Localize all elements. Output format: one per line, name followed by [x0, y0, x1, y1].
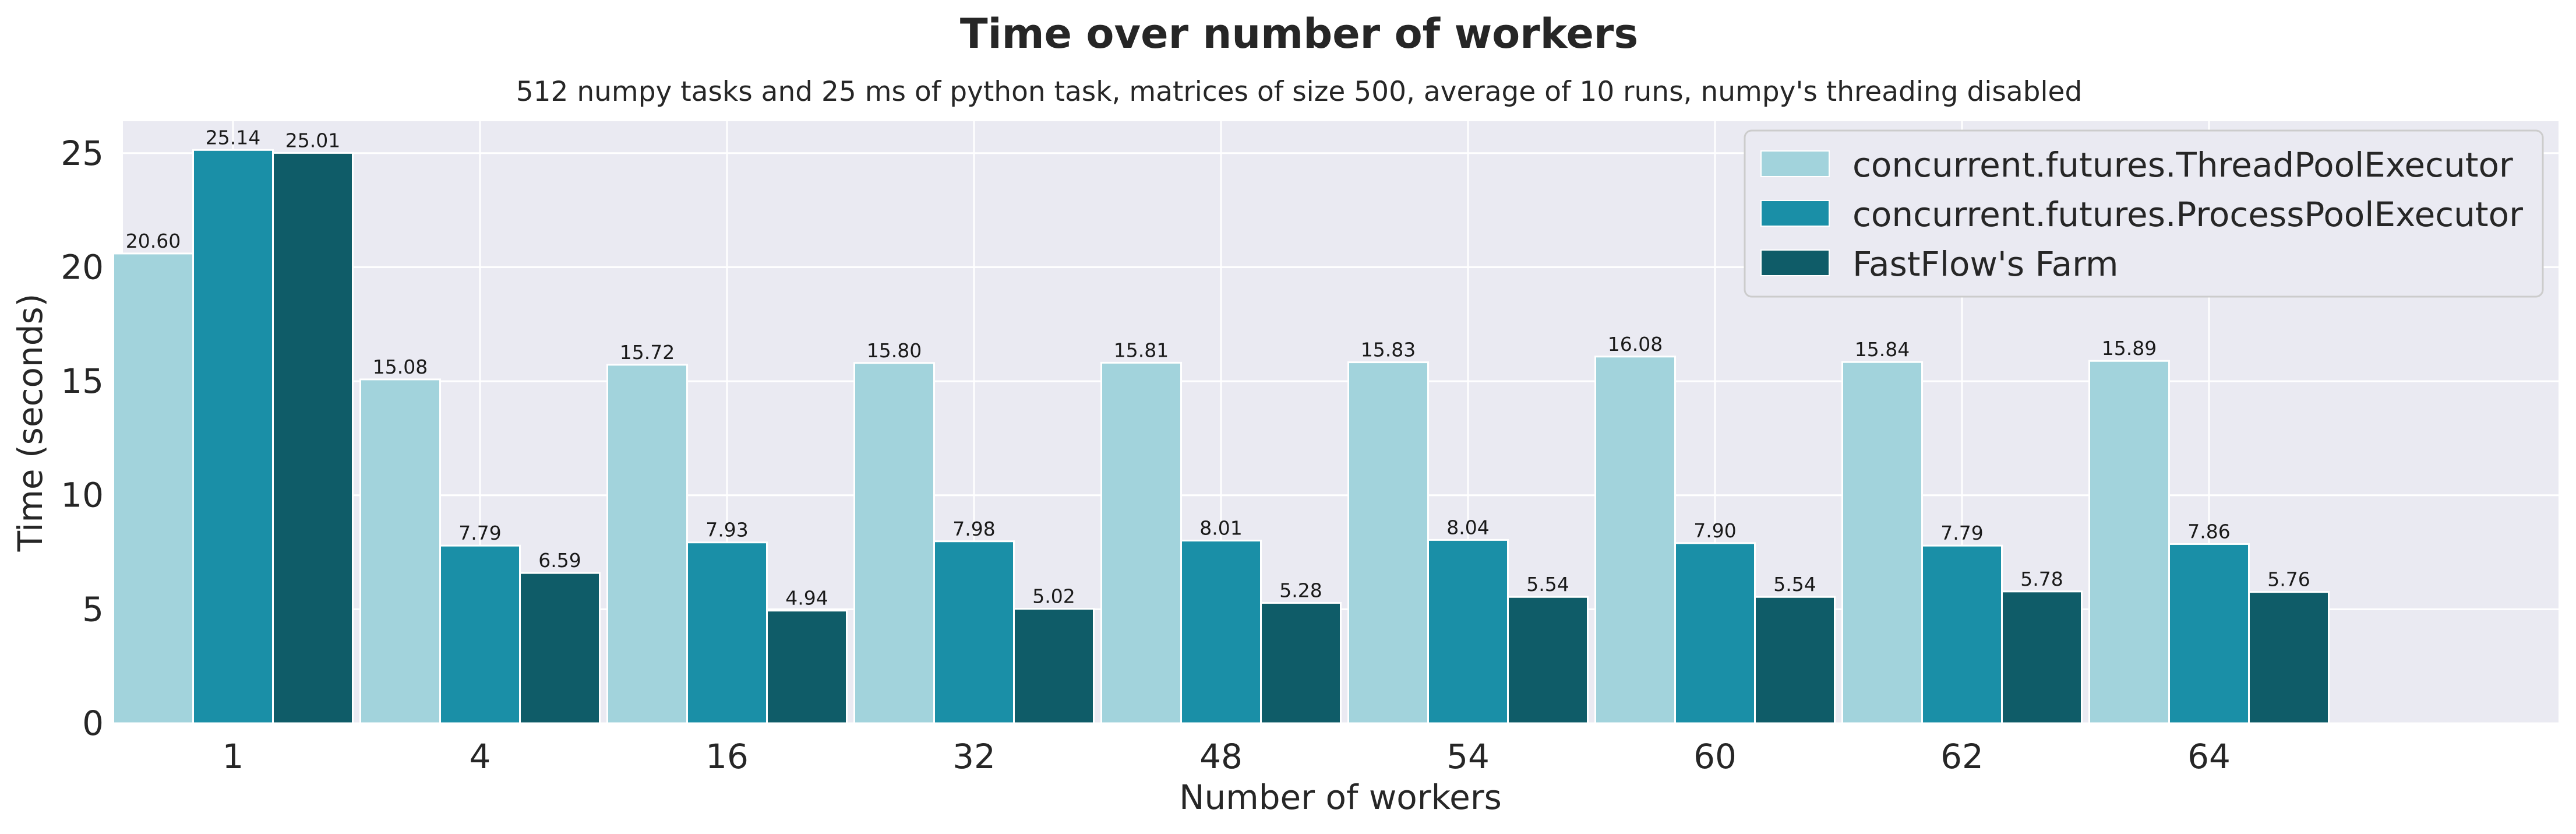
legend-swatch — [1760, 150, 1830, 177]
x-tick-label: 62 — [1940, 737, 1984, 776]
y-tick-label: 25 — [61, 133, 104, 173]
bar — [1674, 542, 1756, 724]
bar-value-label: 7.90 — [1693, 519, 1736, 542]
bar-value-label: 5.54 — [1773, 573, 1816, 596]
bar — [606, 364, 688, 724]
bar — [519, 572, 601, 724]
bar-value-label: 5.76 — [2267, 568, 2310, 591]
bar — [1754, 596, 1836, 724]
bar — [853, 362, 935, 724]
bar-value-label: 15.72 — [620, 341, 675, 364]
bar-value-label: 25.14 — [206, 126, 260, 149]
bar — [1347, 361, 1429, 724]
bar — [192, 149, 274, 724]
bar-value-label: 7.79 — [1940, 522, 1983, 544]
bar — [1100, 361, 1182, 724]
bar-value-label: 7.93 — [705, 519, 748, 541]
bar-value-label: 25.01 — [285, 129, 340, 152]
bar — [2248, 591, 2330, 724]
bar-value-label: 8.01 — [1199, 517, 1242, 540]
bar-value-label: 5.78 — [2020, 568, 2063, 590]
bar — [1427, 539, 1509, 724]
bar-value-label: 7.79 — [458, 522, 501, 544]
bar-value-label: 7.98 — [952, 518, 995, 540]
legend-box — [1744, 129, 2544, 298]
bar — [1260, 601, 1342, 724]
chart-subtitle: 512 numpy tasks and 25 ms of python task… — [516, 76, 2083, 108]
x-tick-label: 64 — [2187, 737, 2231, 776]
bar-value-label: 20.60 — [126, 230, 181, 252]
bar-value-label: 15.80 — [867, 339, 922, 362]
y-tick-label: 0 — [82, 703, 104, 743]
legend: concurrent.futures.ThreadPoolExecutor con… — [1744, 129, 2544, 298]
x-axis-label: Number of workers — [1179, 777, 1502, 817]
bar-value-label: 5.54 — [1526, 573, 1569, 596]
bar — [2088, 360, 2170, 724]
bar — [2001, 590, 2083, 724]
x-tick-label: 54 — [1446, 737, 1490, 776]
y-tick-labels: 0 5 10 15 20 25 — [61, 133, 104, 743]
legend-label: concurrent.futures.ThreadPoolExecutor — [1852, 145, 2513, 185]
bar — [686, 541, 768, 724]
x-tick-label: 60 — [1693, 737, 1737, 776]
y-tick-label: 15 — [61, 361, 104, 401]
bar — [933, 540, 1015, 724]
bar — [1507, 596, 1589, 724]
y-tick-label: 5 — [82, 589, 104, 629]
legend-swatch — [1760, 200, 1830, 227]
bar — [1921, 544, 2003, 724]
bar-value-label: 15.84 — [1855, 338, 1910, 361]
x-tick-labels: 1 4 16 32 48 54 60 62 64 — [223, 737, 2231, 776]
legend-swatch — [1760, 249, 1830, 276]
bar — [1013, 608, 1095, 724]
bar — [439, 544, 521, 724]
bar-value-label: 6.59 — [538, 549, 581, 572]
bar — [272, 152, 354, 724]
bar — [1180, 540, 1262, 724]
x-tick-label: 16 — [705, 737, 749, 776]
bar-value-label: 7.86 — [2187, 520, 2230, 543]
x-tick-label: 4 — [470, 737, 491, 776]
legend-label: FastFlow's Farm — [1852, 244, 2118, 284]
bar — [112, 252, 194, 724]
data-labels: 20.60 15.08 15.72 15.80 15.81 15.83 16.08 15.84… — [126, 126, 2310, 609]
chart-title: Time over number of workers — [960, 10, 1638, 58]
y-axis-label: Time (seconds) — [10, 294, 50, 553]
y-tick-label: 10 — [61, 476, 104, 515]
bar-value-label: 16.08 — [1608, 333, 1663, 356]
bar — [1594, 356, 1676, 724]
bar-value-label: 15.89 — [2102, 337, 2157, 360]
bar-value-label: 5.28 — [1279, 579, 1322, 601]
bar — [1841, 361, 1923, 724]
bar-value-label: 5.02 — [1032, 585, 1075, 608]
legend-label: concurrent.futures.ProcessPoolExecutor — [1852, 195, 2523, 234]
bar — [766, 610, 848, 724]
x-tick-label: 1 — [223, 737, 244, 776]
bars — [112, 149, 2330, 724]
bar-value-label: 8.04 — [1446, 516, 1489, 539]
bar-value-label: 15.83 — [1361, 339, 1416, 361]
x-tick-label: 48 — [1199, 737, 1243, 776]
bar-value-label: 15.81 — [1114, 339, 1169, 361]
bar-value-label: 15.08 — [373, 356, 428, 378]
bar-value-label: 4.94 — [785, 587, 828, 610]
y-tick-label: 20 — [61, 247, 104, 287]
bar — [2168, 543, 2250, 724]
bar — [359, 378, 441, 724]
x-tick-label: 32 — [952, 737, 996, 776]
